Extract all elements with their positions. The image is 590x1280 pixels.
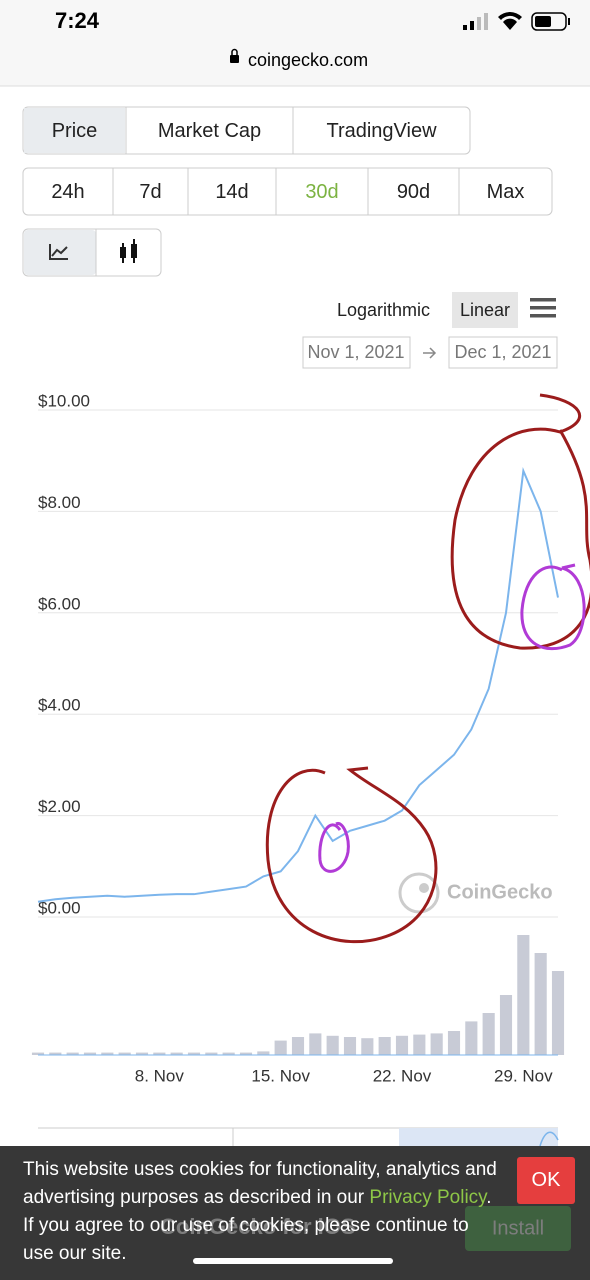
volume-bar xyxy=(361,1038,374,1055)
watermark: CoinGecko xyxy=(398,872,553,914)
x-tick-label: 29. Nov xyxy=(494,1066,553,1085)
volume-bar xyxy=(430,1033,443,1055)
volume-bar xyxy=(257,1051,270,1055)
tab[interactable]: Market Cap xyxy=(158,120,261,142)
ok-button[interactable]: OK xyxy=(517,1157,575,1204)
group-box xyxy=(22,106,471,155)
volume-bar xyxy=(534,953,547,1055)
volume-bar xyxy=(274,1040,287,1055)
cookie-text-2: . If you agree to our use of cookies, pl… xyxy=(23,1187,492,1264)
volume-bar xyxy=(205,1052,218,1055)
volume-bar xyxy=(222,1052,235,1055)
y-tick-label: $0.00 xyxy=(38,898,81,917)
plot: $0.00 $2.00 $4.00 $6.00 $8.00 $10.00 8. Nov 15.… xyxy=(31,391,565,1085)
y-tick-label: $8.00 xyxy=(38,493,81,512)
volume-bar xyxy=(83,1052,97,1055)
volume-bar xyxy=(187,1052,201,1055)
cookie-banner: CoinGecko for iOS Install This website u… xyxy=(0,1146,590,1280)
x-tick-label: 22. Nov xyxy=(373,1066,432,1085)
install-button[interactable] xyxy=(465,1206,571,1251)
volume-bar xyxy=(309,1033,322,1055)
volume-bar xyxy=(343,1037,357,1055)
tab[interactable]: 14d xyxy=(215,181,248,203)
line-icon xyxy=(49,244,68,260)
volume-bar xyxy=(447,1031,461,1055)
install-label: Install xyxy=(492,1217,544,1239)
tab[interactable]: Max xyxy=(487,181,525,203)
volume-bar xyxy=(170,1052,183,1055)
watermark-text: CoinGecko xyxy=(447,881,553,903)
volume-bar xyxy=(413,1034,426,1055)
volume-bar xyxy=(101,1052,114,1055)
app-banner-behind: CoinGecko for iOS Install xyxy=(160,1206,571,1251)
home-indicator xyxy=(193,1258,393,1264)
browser-header xyxy=(0,0,590,86)
y-tick-label: $4.00 xyxy=(38,696,81,715)
from-input[interactable] xyxy=(302,336,411,369)
volume-bar xyxy=(239,1052,253,1055)
y-tick-label: $6.00 xyxy=(38,594,81,613)
lock-shackle xyxy=(231,48,238,55)
volume-bar xyxy=(49,1052,62,1055)
y-tick-label: $2.00 xyxy=(38,797,81,816)
volume-bar xyxy=(551,971,565,1055)
menu-icon[interactable] xyxy=(530,298,556,318)
lock-icon xyxy=(230,55,239,63)
volume-bar xyxy=(291,1037,305,1055)
volume-bar xyxy=(395,1035,409,1055)
annotations xyxy=(265,393,590,944)
privacy-link[interactable]: Privacy Policy xyxy=(369,1187,487,1208)
time: 7:24 xyxy=(55,8,100,33)
volume-bar xyxy=(153,1052,166,1055)
cookie-text: This website uses cookies for functional… xyxy=(23,1156,503,1268)
tab[interactable]: 90d xyxy=(397,181,430,203)
volume-bar xyxy=(31,1052,45,1055)
linear-option[interactable]: Linear xyxy=(460,300,510,320)
volume-bar xyxy=(118,1052,131,1055)
linear-selected xyxy=(452,292,518,328)
status-icons xyxy=(463,12,570,31)
tab[interactable]: Price xyxy=(52,120,98,142)
tab[interactable]: TradingView xyxy=(326,120,437,142)
navigator xyxy=(38,1127,559,1147)
tab-group: Price Market Cap TradingView xyxy=(22,106,471,155)
selected-bg xyxy=(24,108,125,153)
volume-bar xyxy=(465,1021,478,1055)
group-box xyxy=(22,167,553,216)
chart-type-toggle xyxy=(22,228,162,277)
volume-bar xyxy=(326,1035,339,1055)
volume-bar xyxy=(517,935,530,1055)
tab[interactable]: 7d xyxy=(139,181,161,203)
volume-bar xyxy=(482,1013,495,1055)
arrow xyxy=(423,347,437,359)
cookie-text-1: This website uses cookies for functional… xyxy=(23,1159,497,1208)
tab[interactable]: 24h xyxy=(51,181,84,203)
to-input[interactable] xyxy=(448,336,558,369)
x-tick-label: 8. Nov xyxy=(135,1066,185,1085)
range-group: 24h 7d 14d 30d 90d Max xyxy=(22,167,553,216)
price-line xyxy=(37,467,559,903)
x-tick-label: 15. Nov xyxy=(251,1066,310,1085)
app-title: CoinGecko for iOS xyxy=(160,1214,356,1239)
tab[interactable]: 30d xyxy=(305,181,338,203)
url: coingecko.com xyxy=(248,50,368,70)
volume-bar xyxy=(378,1037,391,1055)
from-date: Nov 1, 2021 xyxy=(307,342,404,362)
volume-bar xyxy=(499,995,513,1055)
candle-button[interactable] xyxy=(120,239,137,263)
log-option[interactable]: Logarithmic xyxy=(337,300,430,320)
volume-bar xyxy=(66,1052,79,1055)
y-tick-label: $10.00 xyxy=(38,391,90,410)
to-date: Dec 1, 2021 xyxy=(454,342,551,362)
volume-bar xyxy=(135,1052,149,1055)
